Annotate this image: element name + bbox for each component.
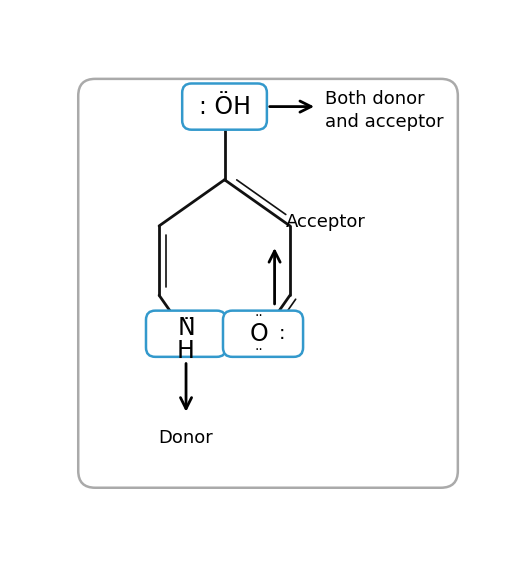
Text: :: :	[279, 324, 286, 343]
FancyBboxPatch shape	[223, 311, 303, 357]
FancyBboxPatch shape	[146, 311, 226, 357]
Text: O: O	[250, 322, 268, 346]
FancyBboxPatch shape	[78, 79, 458, 488]
Text: ··: ··	[255, 343, 264, 357]
Text: : ÖH: : ÖH	[199, 95, 251, 118]
Text: Acceptor: Acceptor	[286, 213, 366, 231]
Text: ··: ··	[255, 309, 264, 323]
Text: Donor: Donor	[158, 429, 213, 447]
Text: H: H	[177, 339, 195, 364]
Text: Both donor
and acceptor: Both donor and acceptor	[325, 90, 444, 131]
FancyBboxPatch shape	[182, 84, 267, 130]
Text: N̈: N̈	[177, 316, 195, 341]
